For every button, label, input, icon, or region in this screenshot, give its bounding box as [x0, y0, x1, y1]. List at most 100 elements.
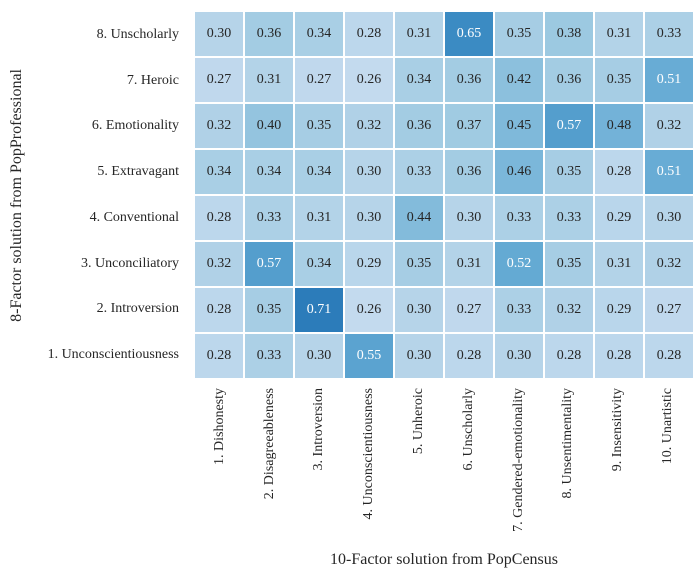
- heatmap-cell: 0.46: [495, 150, 543, 194]
- heatmap-cell: 0.27: [195, 58, 243, 102]
- heatmap-cell: 0.33: [545, 196, 593, 240]
- heatmap-cell: 0.31: [395, 12, 443, 56]
- y-tick-label: 8. Unscholarly: [96, 26, 179, 42]
- heatmap-cell: 0.45: [495, 104, 543, 148]
- heatmap-cell: 0.52: [495, 242, 543, 286]
- heatmap-cell: 0.51: [645, 58, 693, 102]
- x-tick-label-text: 3. Introversion: [311, 388, 327, 471]
- y-axis-title: 8-Factor solution from PopProfessional: [0, 12, 34, 378]
- heatmap-cell: 0.36: [545, 58, 593, 102]
- heatmap-cell: 0.36: [445, 150, 493, 194]
- heatmap-cell: 0.28: [595, 150, 643, 194]
- y-axis-title-text: 8-Factor solution from PopProfessional: [8, 68, 25, 322]
- y-tick-label: 1. Unconscientiousness: [47, 347, 179, 363]
- x-axis-labels: 1. Dishonesty 2. Disagreeableness 3. Intro…: [195, 388, 693, 538]
- heatmap-cell: 0.42: [495, 58, 543, 102]
- heatmap-cell: 0.44: [395, 196, 443, 240]
- heatmap-cell: 0.35: [395, 242, 443, 286]
- heatmap-cell: 0.28: [445, 334, 493, 378]
- heatmap-cell: 0.33: [645, 12, 693, 56]
- heatmap-cell: 0.33: [245, 196, 293, 240]
- heatmap-cell: 0.31: [245, 58, 293, 102]
- heatmap-cell: 0.36: [245, 12, 293, 56]
- heatmap-cell: 0.28: [195, 334, 243, 378]
- x-tick-label: 5. Unheroic: [394, 388, 444, 538]
- heatmap-cell: 0.32: [345, 104, 393, 148]
- heatmap-cell: 0.27: [295, 58, 343, 102]
- heatmap-cell: 0.30: [345, 196, 393, 240]
- heatmap-cell: 0.30: [395, 334, 443, 378]
- y-tick-label: 6. Emotionality: [91, 118, 179, 134]
- heatmap-cell: 0.35: [545, 242, 593, 286]
- heatmap-cell: 0.33: [495, 196, 543, 240]
- heatmap-cell: 0.28: [595, 334, 643, 378]
- heatmap-cell: 0.28: [645, 334, 693, 378]
- x-tick-label: 8. Unsentimentality: [544, 388, 594, 538]
- heatmap-cell: 0.38: [545, 12, 593, 56]
- heatmap-cell: 0.33: [245, 334, 293, 378]
- heatmap-cell: 0.31: [595, 242, 643, 286]
- heatmap-cell: 0.34: [245, 150, 293, 194]
- heatmap-cell: 0.57: [245, 242, 293, 286]
- x-axis-title: 10-Factor solution from PopCensus: [195, 551, 693, 569]
- heatmap-cell: 0.71: [295, 288, 343, 332]
- x-tick-label-text: 10. Unartistic: [660, 388, 676, 465]
- heatmap-cell: 0.34: [195, 150, 243, 194]
- heatmap-cell: 0.32: [195, 242, 243, 286]
- heatmap-cell: 0.27: [445, 288, 493, 332]
- heatmap-cell: 0.29: [595, 196, 643, 240]
- heatmap-cell: 0.35: [295, 104, 343, 148]
- heatmap-cell: 0.30: [195, 12, 243, 56]
- heatmap-cell: 0.34: [295, 150, 343, 194]
- heatmap-cell: 0.29: [595, 288, 643, 332]
- heatmap-cell: 0.34: [295, 242, 343, 286]
- heatmap-cell: 0.27: [645, 288, 693, 332]
- heatmap-cell: 0.33: [495, 288, 543, 332]
- x-tick-label: 4. Unconscientiousness: [344, 388, 394, 538]
- heatmap-cell: 0.34: [395, 58, 443, 102]
- y-tick-label: 7. Heroic: [126, 72, 179, 88]
- heatmap-cell: 0.30: [295, 334, 343, 378]
- heatmap-cell: 0.28: [545, 334, 593, 378]
- x-tick-label-text: 1. Dishonesty: [211, 388, 227, 465]
- heatmap-cell: 0.36: [445, 58, 493, 102]
- heatmap-cell: 0.29: [345, 242, 393, 286]
- heatmap-cell: 0.30: [445, 196, 493, 240]
- x-tick-label-text: 7. Gendered-emotionality: [510, 388, 526, 532]
- heatmap-cell: 0.26: [345, 288, 393, 332]
- heatmap-cell: 0.35: [495, 12, 543, 56]
- heatmap-cell: 0.28: [345, 12, 393, 56]
- heatmap-cell: 0.51: [645, 150, 693, 194]
- heatmap-cell: 0.65: [445, 12, 493, 56]
- y-tick-label: 2. Introversion: [96, 301, 179, 317]
- heatmap-cell: 0.30: [345, 150, 393, 194]
- heatmap-cell: 0.31: [445, 242, 493, 286]
- heatmap-cell: 0.35: [545, 150, 593, 194]
- y-axis-labels: 8. Unscholarly 7. Heroic 6. Emotionality 5.…: [34, 12, 187, 378]
- heatmap-cell: 0.35: [245, 288, 293, 332]
- heatmap-cell: 0.26: [345, 58, 393, 102]
- heatmap-cell: 0.33: [395, 150, 443, 194]
- heatmap-cell: 0.30: [395, 288, 443, 332]
- x-axis-title-text: 10-Factor solution from PopCensus: [330, 551, 558, 568]
- heatmap-cell: 0.32: [645, 242, 693, 286]
- x-tick-label: 9. Insensitivity: [593, 388, 643, 538]
- heatmap-cell: 0.34: [295, 12, 343, 56]
- heatmap-cell: 0.30: [645, 196, 693, 240]
- x-tick-label-text: 6. Unscholarly: [460, 388, 476, 471]
- heatmap-cell: 0.31: [595, 12, 643, 56]
- x-tick-label-text: 8. Unsentimentality: [560, 388, 576, 499]
- heatmap-cell: 0.28: [195, 196, 243, 240]
- heatmap-cell: 0.36: [395, 104, 443, 148]
- x-tick-label: 10. Unartistic: [643, 388, 693, 538]
- heatmap-cell: 0.55: [345, 334, 393, 378]
- heatmap-cell: 0.48: [595, 104, 643, 148]
- heatmap-cell: 0.57: [545, 104, 593, 148]
- heatmap-cell: 0.28: [195, 288, 243, 332]
- x-tick-label: 3. Introversion: [295, 388, 345, 538]
- x-tick-label: 6. Unscholarly: [444, 388, 494, 538]
- y-tick-label: 3. Unconciliatory: [81, 255, 179, 271]
- x-tick-label-text: 2. Disagreeableness: [261, 388, 277, 500]
- heatmap-cell: 0.30: [495, 334, 543, 378]
